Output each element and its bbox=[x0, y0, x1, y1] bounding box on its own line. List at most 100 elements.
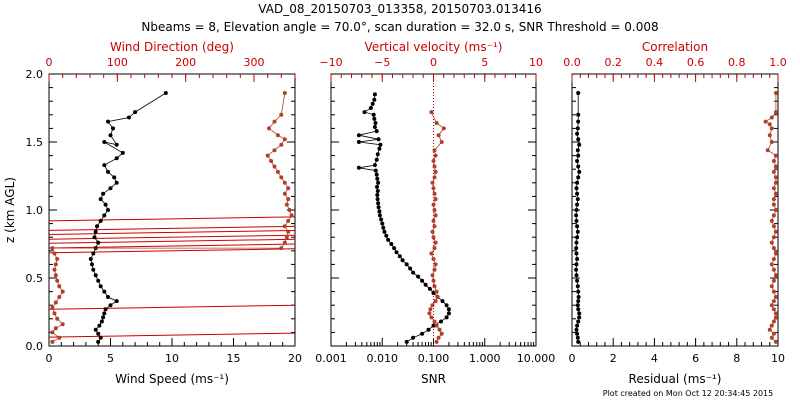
x-tick-label: 10 bbox=[165, 352, 179, 365]
data-point bbox=[440, 299, 445, 304]
y-tick-label: 0.0 bbox=[26, 340, 44, 353]
data-point bbox=[575, 197, 580, 202]
data-point bbox=[771, 197, 776, 202]
data-point bbox=[576, 119, 581, 124]
data-point bbox=[771, 307, 776, 312]
x-tick-label: 15 bbox=[227, 352, 241, 365]
data-point bbox=[575, 303, 580, 308]
data-point bbox=[272, 148, 277, 153]
data-point bbox=[575, 148, 580, 153]
data-point bbox=[431, 159, 436, 163]
data-point bbox=[114, 180, 119, 185]
data-point bbox=[575, 323, 580, 328]
data-point bbox=[576, 91, 581, 95]
data-point bbox=[282, 191, 287, 196]
top-tick-label: 0 bbox=[430, 56, 437, 69]
data-point bbox=[574, 251, 579, 256]
data-point bbox=[93, 273, 98, 278]
data-point bbox=[773, 339, 778, 344]
data-point bbox=[111, 126, 115, 131]
data-point bbox=[432, 164, 437, 169]
data-point bbox=[53, 326, 58, 331]
data-point bbox=[769, 240, 774, 245]
x-tick-label: 0 bbox=[569, 352, 576, 365]
data-point bbox=[99, 319, 104, 324]
data-point bbox=[769, 284, 774, 289]
data-point bbox=[436, 335, 441, 340]
data-point bbox=[431, 202, 436, 207]
data-point bbox=[767, 327, 772, 332]
data-point bbox=[52, 251, 57, 256]
data-point bbox=[433, 197, 438, 202]
data-point bbox=[284, 202, 289, 207]
data-point bbox=[771, 224, 776, 229]
data-point bbox=[437, 327, 442, 332]
data-point bbox=[50, 246, 55, 251]
data-point bbox=[420, 278, 425, 283]
data-point bbox=[384, 233, 389, 238]
data-point bbox=[434, 323, 439, 328]
data-point bbox=[112, 175, 117, 180]
data-point bbox=[575, 257, 580, 261]
data-point bbox=[433, 299, 438, 304]
data-point bbox=[575, 235, 580, 240]
x-tick-label: 2 bbox=[610, 352, 617, 365]
data-point bbox=[574, 327, 579, 332]
data-point bbox=[444, 303, 449, 308]
data-point bbox=[765, 148, 770, 153]
data-point bbox=[376, 180, 381, 185]
data-point bbox=[114, 299, 119, 304]
data-point bbox=[432, 191, 437, 196]
top-axis-title: Wind Direction (deg) bbox=[110, 40, 234, 54]
x-axis-title: Residual (ms⁻¹) bbox=[629, 372, 722, 386]
data-point bbox=[404, 262, 409, 267]
data-point bbox=[575, 180, 580, 185]
data-point bbox=[55, 316, 60, 321]
data-point bbox=[103, 202, 108, 207]
data-point bbox=[432, 224, 437, 229]
data-point bbox=[574, 240, 579, 245]
data-point bbox=[428, 307, 433, 312]
data-point bbox=[577, 142, 582, 147]
data-point bbox=[433, 240, 438, 245]
data-point bbox=[376, 205, 381, 210]
top-axis-title: Correlation bbox=[642, 40, 708, 54]
data-point bbox=[374, 129, 379, 134]
data-point bbox=[93, 327, 98, 332]
data-point bbox=[368, 106, 373, 110]
data-point bbox=[375, 184, 379, 189]
panel-residual: 0 2 4 6 8 10 Residual (ms⁻¹) 0.0 0.2 0.4 0.6 0.8 1.0… bbox=[563, 40, 787, 386]
data-point bbox=[771, 267, 776, 272]
data-point bbox=[432, 175, 437, 180]
data-point bbox=[272, 164, 277, 169]
data-point bbox=[60, 322, 65, 327]
data-point bbox=[96, 278, 101, 283]
data-point bbox=[106, 119, 110, 124]
data-point bbox=[267, 126, 271, 131]
data-point bbox=[575, 278, 580, 283]
data-point bbox=[377, 213, 382, 218]
x-tick-label: 5 bbox=[107, 352, 114, 365]
data-point bbox=[98, 335, 103, 340]
x-tick-label: 8 bbox=[733, 352, 740, 365]
data-point bbox=[376, 201, 381, 206]
data-point bbox=[98, 197, 103, 202]
data-point bbox=[773, 91, 778, 95]
plot-frame bbox=[571, 73, 779, 347]
data-point bbox=[769, 126, 774, 131]
data-point bbox=[372, 116, 377, 121]
data-point bbox=[57, 295, 62, 299]
data-point bbox=[769, 335, 774, 340]
data-point bbox=[356, 133, 361, 138]
data-point bbox=[356, 165, 361, 170]
data-point bbox=[106, 295, 110, 299]
data-point bbox=[431, 278, 436, 283]
top-tick-label: 0.0 bbox=[563, 56, 581, 69]
data-point bbox=[55, 257, 60, 261]
data-point bbox=[576, 175, 581, 180]
data-point bbox=[106, 208, 110, 212]
data-point bbox=[397, 254, 402, 259]
data-point bbox=[576, 339, 581, 344]
data-point bbox=[441, 126, 446, 131]
